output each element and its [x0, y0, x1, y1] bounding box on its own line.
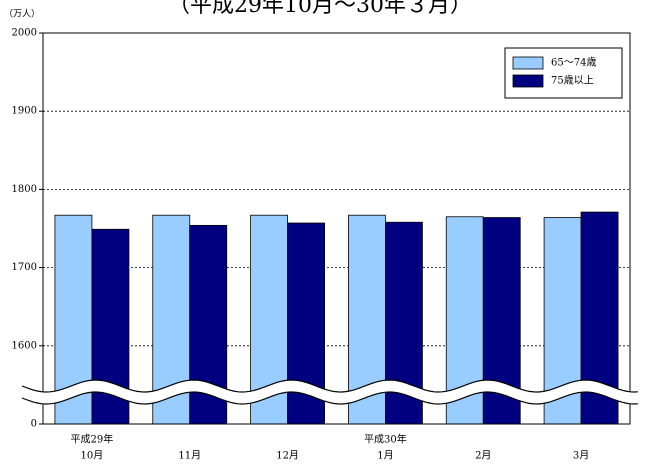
y-tick-label: 0 [31, 419, 37, 430]
x-group-label: 平成29年 [71, 433, 114, 446]
x-tick-label: 11月 [178, 450, 201, 462]
y-tick-label: 1800 [12, 184, 37, 195]
legend-swatch [512, 74, 544, 88]
legend-label: 75歳以上 [551, 75, 594, 87]
axis-break-line [21, 379, 639, 393]
chart-title: （平成29年10月～30年３月） [168, 0, 472, 18]
legend-label: 65～74歳 [551, 57, 596, 69]
legend-box [504, 47, 623, 99]
x-tick-label: 3月 [573, 450, 589, 462]
axis-break [22, 380, 638, 404]
legend-swatch [512, 56, 544, 70]
y-tick-label: 1600 [12, 340, 37, 351]
x-tick-label: 1月 [377, 450, 393, 462]
axis-break-line [21, 391, 639, 405]
y-unit: （万人） [4, 9, 40, 20]
y-tick-label: 2000 [12, 28, 37, 39]
y-tick-label: 1700 [12, 262, 37, 273]
y-tick-label: 1900 [12, 106, 37, 117]
x-tick-label: 2月 [475, 450, 491, 462]
plot-frame [42, 32, 631, 425]
x-tick-label: 12月 [276, 450, 299, 462]
x-tick-label: 10月 [81, 450, 104, 462]
x-group-label: 平成30年 [364, 433, 407, 446]
